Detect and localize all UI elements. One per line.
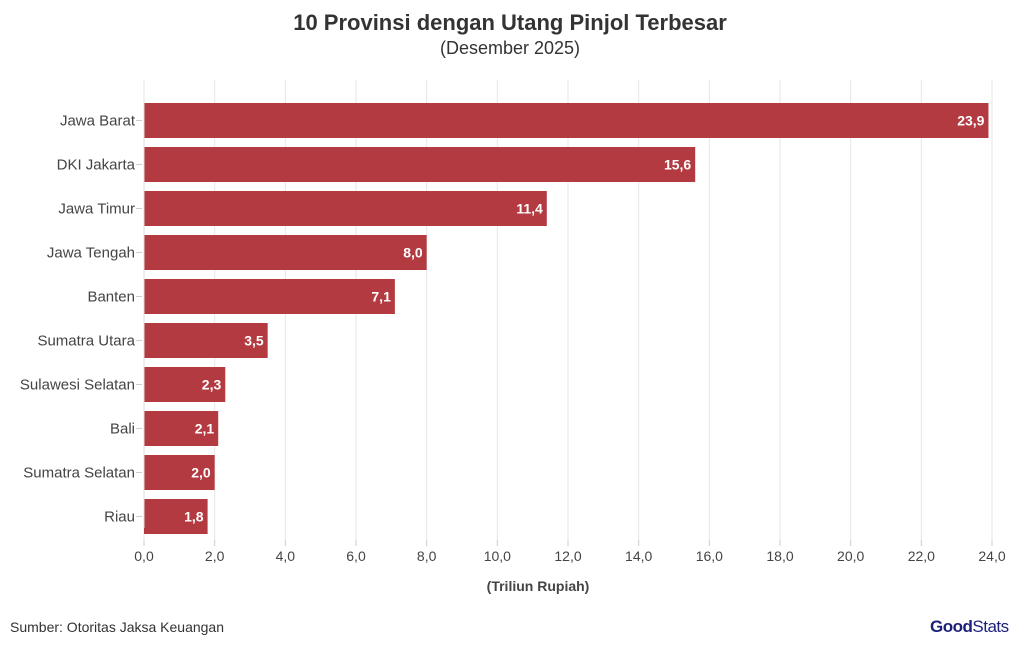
x-tick-label: 8,0 [417, 548, 437, 564]
x-tick-label: 20,0 [837, 548, 864, 564]
category-label: DKI Jakarta [57, 157, 136, 174]
data-label: 8,0 [403, 245, 423, 261]
x-tick-label: 2,0 [205, 548, 225, 564]
category-label: Banten [87, 289, 135, 306]
goodstats-logo: GoodStats [930, 617, 1009, 636]
category-label: Sulawesi Selatan [20, 377, 135, 394]
category-label: Jawa Tengah [47, 245, 135, 262]
data-label: 15,6 [664, 157, 691, 173]
data-label: 23,9 [957, 113, 984, 129]
data-label: 3,5 [244, 333, 264, 349]
category-label: Riau [104, 509, 135, 526]
x-tick-label: 14,0 [625, 548, 652, 564]
bar [144, 455, 215, 490]
x-axis-label: (Triliun Rupiah) [487, 578, 590, 594]
bar [144, 103, 989, 138]
chart-title: 10 Provinsi dengan Utang Pinjol Terbesar [293, 10, 727, 35]
data-label: 2,0 [191, 465, 211, 481]
x-tick-label: 0,0 [134, 548, 154, 564]
x-tick-label: 6,0 [346, 548, 366, 564]
category-label: Sumatra Selatan [23, 465, 135, 482]
bar [144, 323, 268, 358]
data-label: 2,1 [195, 421, 215, 437]
category-label: Jawa Barat [60, 113, 136, 130]
data-label: 2,3 [202, 377, 222, 393]
category-label: Sumatra Utara [37, 333, 135, 350]
category-label: Jawa Timur [58, 201, 135, 218]
x-tick-label: 18,0 [766, 548, 793, 564]
x-tick-label: 24,0 [978, 548, 1005, 564]
x-tick-label: 10,0 [484, 548, 511, 564]
data-label: 7,1 [371, 289, 391, 305]
bar [144, 499, 208, 534]
data-label: 11,4 [516, 201, 543, 217]
category-label: Bali [110, 421, 135, 438]
source-note: Sumber: Otoritas Jaksa Keuangan [10, 619, 225, 635]
bar [144, 235, 427, 270]
data-label: 1,8 [184, 509, 204, 525]
bar [144, 367, 226, 402]
bar [144, 279, 395, 314]
bar [144, 147, 696, 182]
x-tick-label: 22,0 [908, 548, 935, 564]
x-tick-label: 16,0 [696, 548, 723, 564]
chart-subtitle: (Desember 2025) [439, 38, 581, 58]
x-tick-label: 12,0 [554, 548, 581, 564]
x-tick-label: 4,0 [276, 548, 296, 564]
bar [144, 191, 547, 226]
bar [144, 411, 219, 446]
